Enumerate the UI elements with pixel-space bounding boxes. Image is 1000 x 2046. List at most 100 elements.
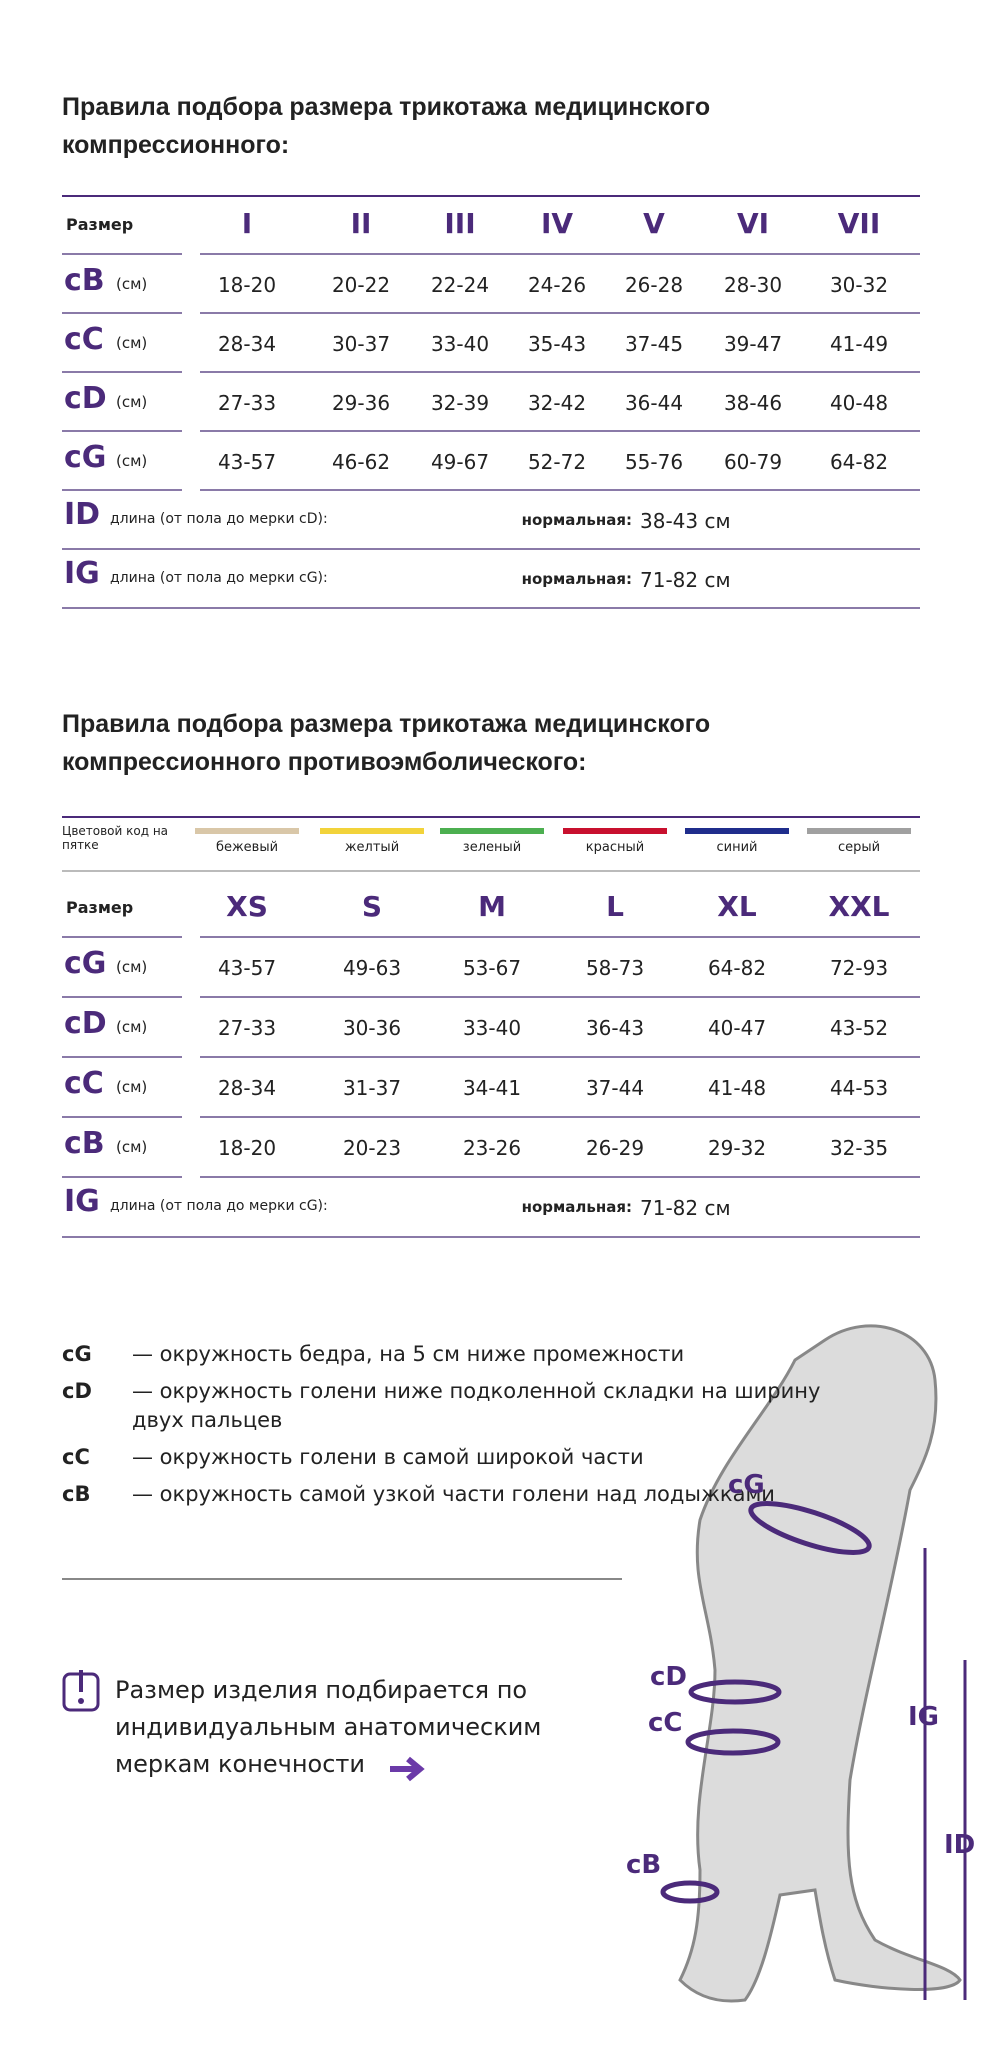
- cell: 58-73: [585, 956, 645, 980]
- rule: [200, 430, 920, 432]
- cell: 49-67: [430, 450, 490, 474]
- cell: 31-37: [342, 1076, 402, 1100]
- cell: 37-45: [624, 332, 684, 356]
- row-label: cD: [64, 1006, 107, 1041]
- cell: 33-40: [462, 1016, 522, 1040]
- color-swatch: [195, 828, 299, 834]
- color-swatch: [320, 828, 424, 834]
- row-unit: (см): [116, 393, 148, 411]
- size-label: IV: [540, 207, 574, 240]
- rule: [62, 607, 920, 609]
- cell: 28-34: [217, 332, 277, 356]
- cell: 43-52: [829, 1016, 889, 1040]
- cell: 27-33: [217, 391, 277, 415]
- legend-term: cC: [62, 1445, 90, 1469]
- rule: [62, 870, 920, 872]
- cell: 41-49: [829, 332, 889, 356]
- cell: 41-48: [707, 1076, 767, 1100]
- rule: [200, 371, 920, 373]
- cell: 64-82: [829, 450, 889, 474]
- legend-term: cB: [62, 1482, 91, 1506]
- arrow-icon: [390, 1756, 425, 1782]
- norm-value: 71-82 см: [640, 1196, 731, 1220]
- rule: [62, 1176, 182, 1178]
- norm-value: 71-82 см: [640, 568, 731, 592]
- cell: 40-48: [829, 391, 889, 415]
- rule: [62, 1116, 182, 1118]
- color-swatch: [563, 828, 667, 834]
- cell: 52-72: [527, 450, 587, 474]
- cell: 55-76: [624, 450, 684, 474]
- cell: 24-26: [527, 273, 587, 297]
- cell: 49-63: [342, 956, 402, 980]
- row-unit: (см): [116, 275, 148, 293]
- length-desc: длина (от пола до мерки cG):: [110, 1198, 328, 1214]
- info-icon: [62, 1670, 100, 1712]
- norm-label: нормальная:: [521, 1198, 632, 1216]
- measure-cD: [688, 1679, 782, 1705]
- row-unit: (см): [116, 1138, 148, 1156]
- rule: [200, 253, 920, 255]
- cell: 33-40: [430, 332, 490, 356]
- rule: [62, 430, 182, 432]
- figure-label: ID: [944, 1830, 976, 1860]
- rule: [62, 371, 182, 373]
- rule: [200, 312, 920, 314]
- legend-item: cG — окружность бедра, на 5 см ниже проме…: [62, 1340, 852, 1369]
- cell: 38-46: [723, 391, 783, 415]
- color-name: желтый: [344, 840, 400, 855]
- legend-text: — окружность бедра, на 5 см ниже промежн…: [132, 1342, 685, 1366]
- row-unit: (см): [116, 958, 148, 976]
- color-swatch: [440, 828, 544, 834]
- color-name: серый: [837, 840, 881, 855]
- measure-cB: [660, 1880, 720, 1904]
- rule: [62, 489, 182, 491]
- cell: 30-37: [331, 332, 391, 356]
- rule: [200, 1176, 920, 1178]
- legend-text: — окружность голени ниже подколенной скл…: [132, 1379, 821, 1432]
- cell: 32-39: [430, 391, 490, 415]
- color-name: синий: [716, 840, 758, 855]
- row-label: cB: [64, 263, 105, 298]
- cell: 40-47: [707, 1016, 767, 1040]
- cell: 37-44: [585, 1076, 645, 1100]
- cell: 28-30: [723, 273, 783, 297]
- size-label: S: [361, 890, 383, 923]
- table-title: Правила подбора размера трикотажа медици…: [62, 93, 711, 159]
- rule: [62, 195, 920, 197]
- size-label: XS: [226, 890, 268, 923]
- row-label: cG: [64, 946, 107, 981]
- cell: 60-79: [723, 450, 783, 474]
- size-label: I: [241, 207, 253, 240]
- row-unit: (см): [116, 1078, 148, 1096]
- cell: 32-42: [527, 391, 587, 415]
- figure-label: cG: [728, 1470, 765, 1500]
- leg-figure: [660, 1324, 967, 2003]
- cell: 22-24: [430, 273, 490, 297]
- legend-item: cD — окружность голени ниже подколенной с…: [62, 1377, 852, 1435]
- figure-label: IG: [908, 1702, 940, 1732]
- size-label: III: [444, 207, 476, 240]
- legend-item: cB — окружность самой узкой части голени …: [62, 1480, 852, 1509]
- color-swatch: [807, 828, 911, 834]
- cell: 53-67: [462, 956, 522, 980]
- cell: 34-41: [462, 1076, 522, 1100]
- rule: [62, 1578, 622, 1580]
- rule: [200, 996, 920, 998]
- cell: 46-62: [331, 450, 391, 474]
- row-label: cC: [64, 1066, 104, 1101]
- table-title: Правила подбора размера трикотажа медици…: [62, 710, 711, 776]
- size-label: VI: [736, 207, 770, 240]
- cell: 20-23: [342, 1136, 402, 1160]
- measure-cG: [748, 1501, 872, 1555]
- rule: [200, 936, 920, 938]
- cell: 29-32: [707, 1136, 767, 1160]
- leg-outline: [678, 1324, 962, 2003]
- cell: 30-36: [342, 1016, 402, 1040]
- cell: 18-20: [217, 273, 277, 297]
- legend-term: cD: [62, 1379, 92, 1403]
- color-name: бежевый: [215, 840, 279, 855]
- rule: [62, 996, 182, 998]
- cell: 64-82: [707, 956, 767, 980]
